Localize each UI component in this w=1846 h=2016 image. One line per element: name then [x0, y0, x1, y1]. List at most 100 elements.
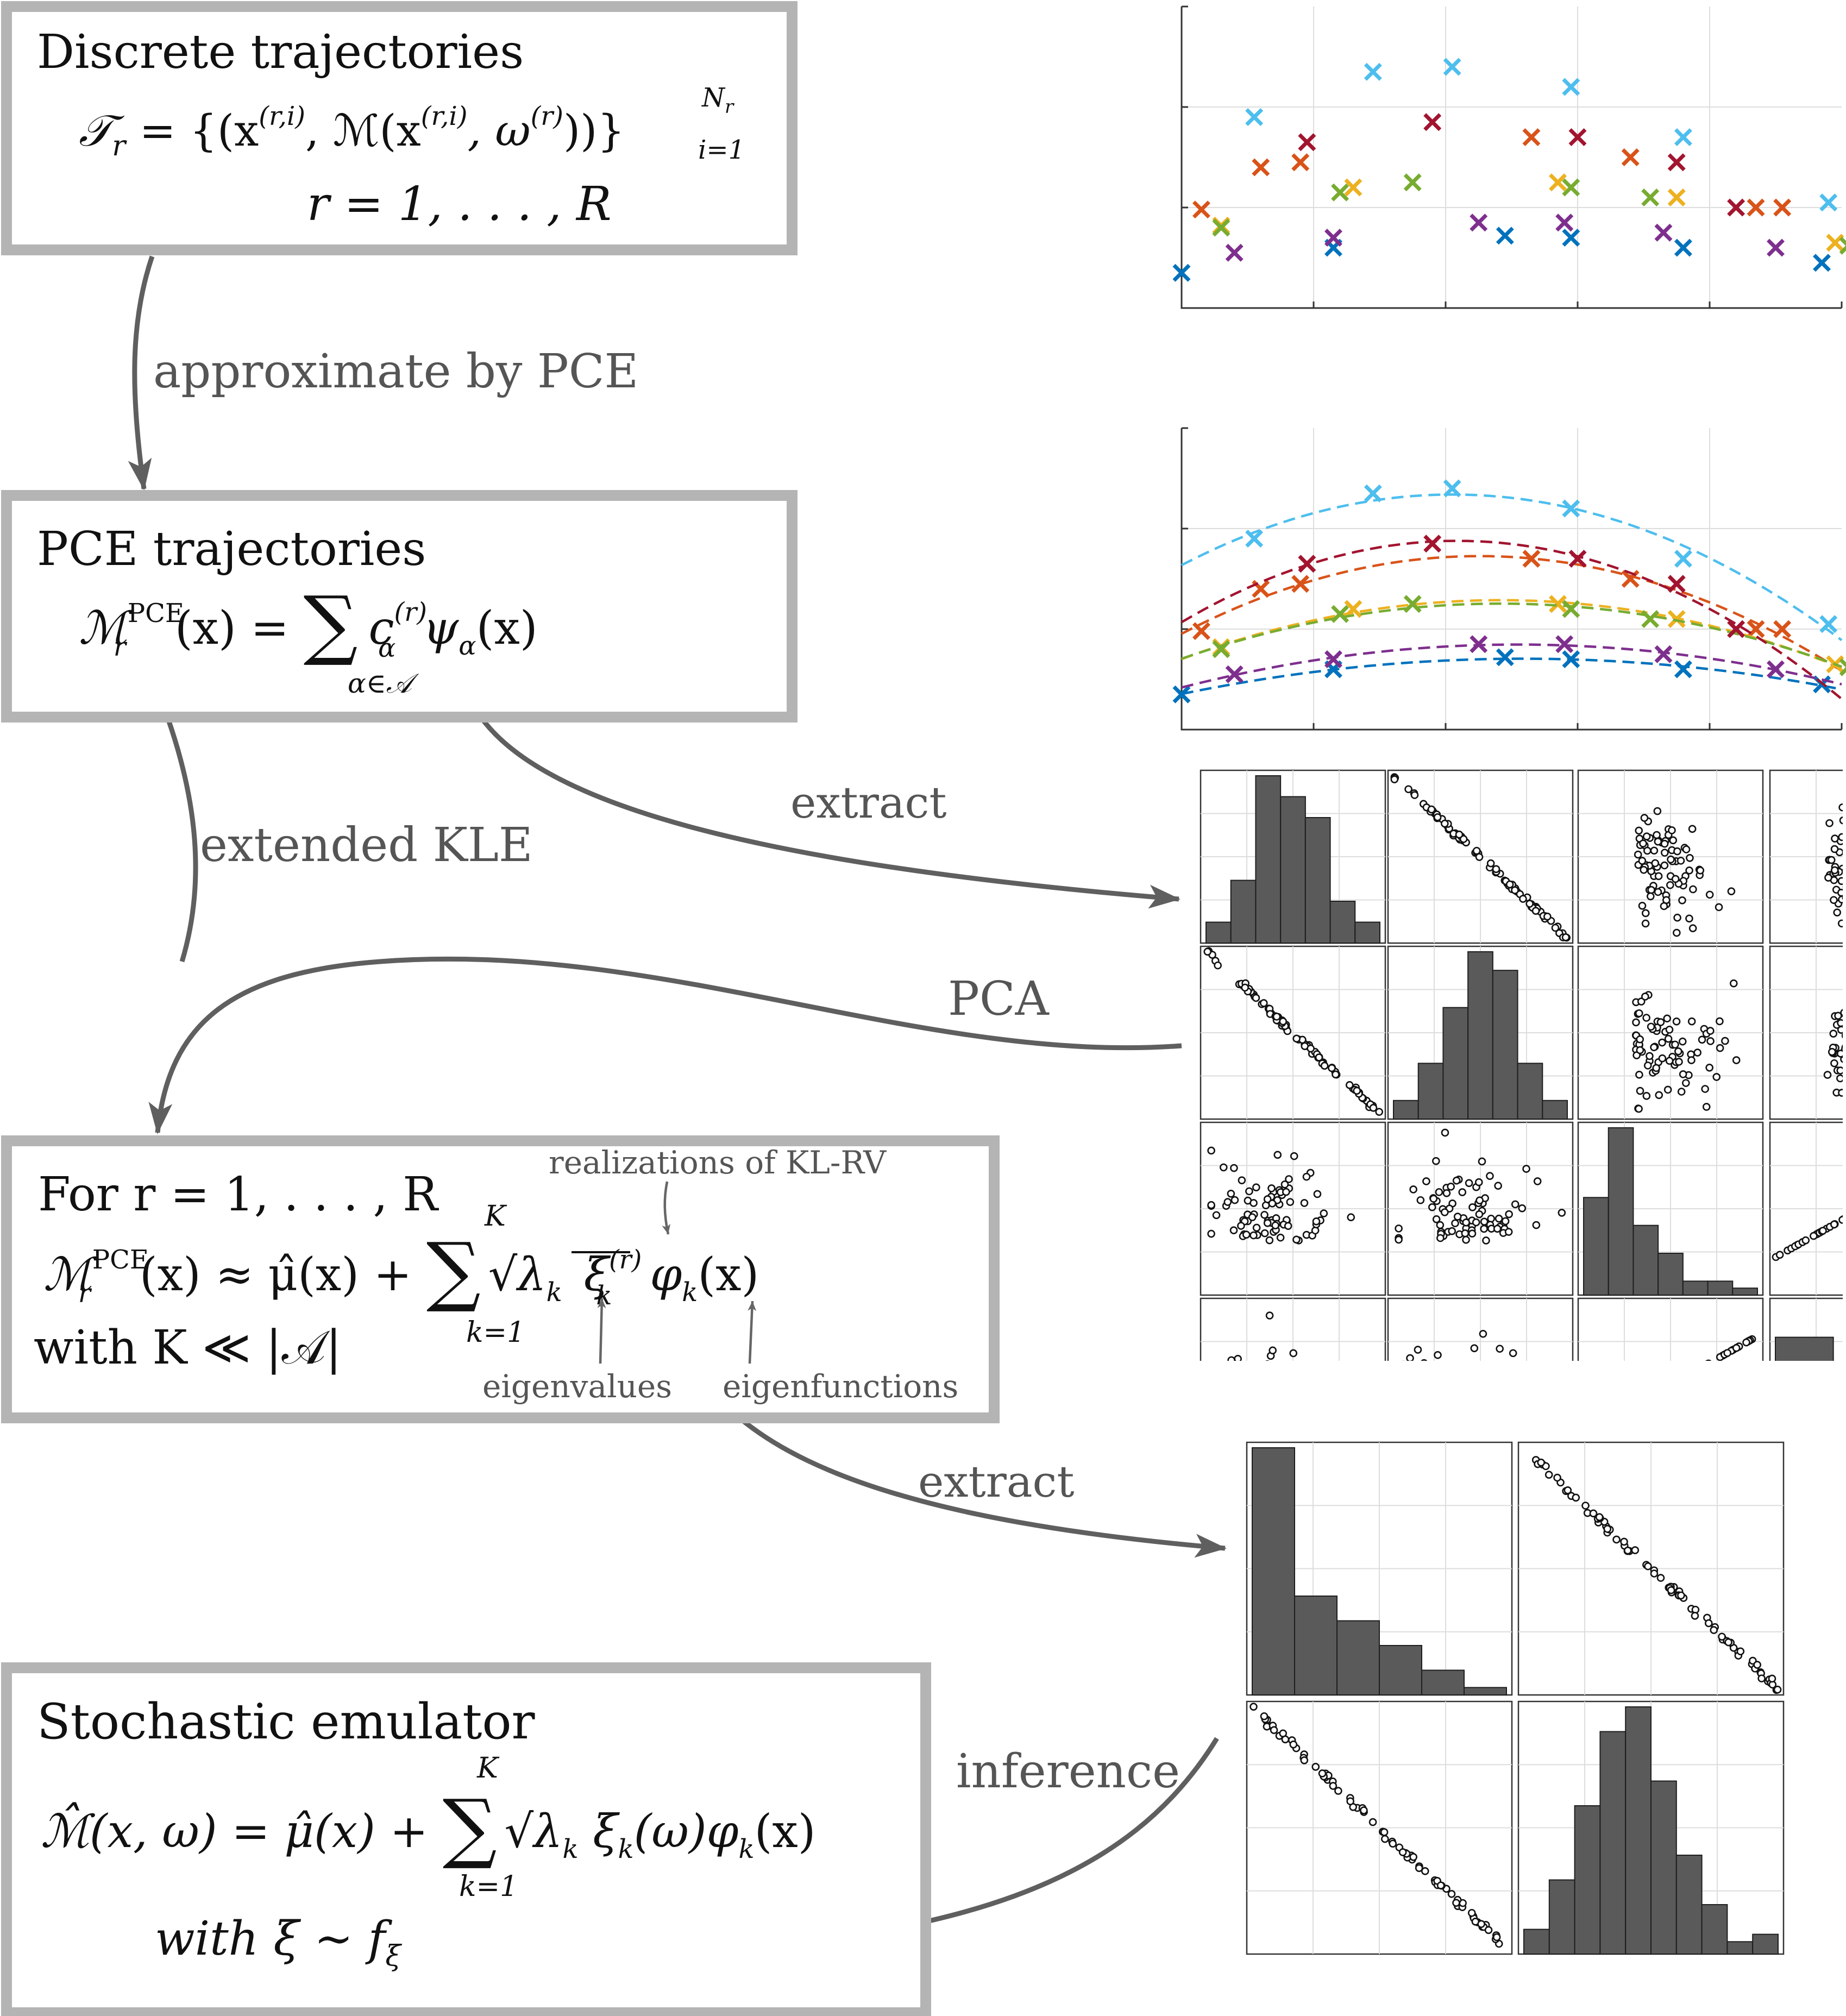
- data-point: [1727, 620, 1745, 638]
- scatter-point: [1328, 1064, 1336, 1072]
- data-point: [1331, 183, 1349, 202]
- scatter-point: [1486, 859, 1495, 868]
- discrete-set-equation: 𝒯r = {(x(r,i), ℳ(x(r,i), ω(r)))}: [79, 101, 625, 162]
- data-point: [1443, 479, 1461, 498]
- kle-equation: ℳPCE r (x) ≈ μ̂(x) + ∑ √λk ξ(r) k φk(x): [43, 1227, 759, 1315]
- scatter-point: [1638, 857, 1647, 865]
- panel-grid: [1770, 946, 1846, 1119]
- scatter-point: [1260, 1229, 1269, 1238]
- scatter-point: [1830, 1220, 1838, 1229]
- data-point: [1331, 605, 1349, 623]
- scatter-point: [1647, 885, 1655, 894]
- scatter-point: [1531, 907, 1540, 915]
- series-curve: [1181, 555, 1843, 672]
- scatter-point: [1300, 1756, 1309, 1764]
- scatter-point: [1434, 1351, 1442, 1359]
- scatter-point: [1652, 1064, 1661, 1072]
- panel-grid: [1201, 1122, 1385, 1295]
- scatter-panel: [1387, 769, 1574, 944]
- scatter-point: [1639, 839, 1647, 848]
- scatter-point: [1380, 1828, 1389, 1836]
- scatter-point: [1825, 819, 1834, 827]
- data-point: [1324, 229, 1342, 247]
- scatter-point: [1436, 1234, 1445, 1242]
- scatter-point: [1381, 1835, 1389, 1843]
- data-point: [1819, 615, 1838, 633]
- scatter-point: [1495, 1214, 1503, 1223]
- scatter-panel: [1387, 1121, 1574, 1296]
- histogram-bar: [1329, 901, 1356, 944]
- scatter-point: [1249, 1703, 1258, 1711]
- scatter-point: [1259, 999, 1268, 1007]
- scatter-point: [1441, 1208, 1449, 1216]
- histogram-bar: [1732, 1288, 1758, 1296]
- scatter-point: [1432, 1215, 1441, 1223]
- scatter-panel: [1769, 1121, 1846, 1296]
- box-kle: For r = 1, . . . , R ℳPCE r (x) ≈ μ̂(x) + …: [1, 1135, 1000, 1423]
- histogram-panel: [1246, 1441, 1513, 1696]
- data-point: [1674, 550, 1692, 568]
- scatter-point: [1229, 1226, 1238, 1234]
- scatter-point: [1640, 865, 1648, 874]
- scatter-point: [1828, 1048, 1836, 1056]
- scatter-point: [1260, 1712, 1269, 1720]
- emulator-title: Stochastic emulator: [37, 1693, 536, 1750]
- scatter-point: [1300, 1199, 1309, 1207]
- scatter-point: [1518, 1204, 1527, 1213]
- scatter-point: [1212, 1211, 1221, 1220]
- scatter-point: [1273, 1151, 1282, 1159]
- scatter-point: [1642, 1014, 1650, 1022]
- scatter-panel: [1200, 945, 1386, 1120]
- scatter-point: [1369, 1103, 1378, 1112]
- scatter-point: [1504, 1228, 1513, 1236]
- scatter-point: [1635, 826, 1643, 835]
- scatter-point: [1470, 1344, 1479, 1353]
- chart-discrete-trajectories: [1172, 5, 1846, 309]
- scatter-point: [1272, 1013, 1281, 1021]
- scatter-point: [1360, 1806, 1368, 1814]
- panel-grid: [1770, 770, 1846, 943]
- scatter-point: [1511, 1200, 1520, 1209]
- label-extract-2: extract: [918, 1456, 1075, 1507]
- scatter-point: [1665, 1026, 1674, 1034]
- data-point: [1674, 238, 1692, 257]
- scatter-point: [1830, 1059, 1838, 1067]
- scatter-panel: [1517, 1441, 1785, 1696]
- histogram-panel: [1387, 945, 1574, 1120]
- data-point: [1839, 658, 1846, 676]
- scatter-point: [1505, 1210, 1513, 1219]
- chart-klrv-scatter-matrix: [1246, 1441, 1785, 1955]
- scatter-point: [1706, 1027, 1715, 1035]
- histogram-bar: [1252, 1447, 1295, 1695]
- scatter-point: [1230, 1196, 1239, 1204]
- scatter-point: [1716, 1017, 1724, 1026]
- scatter-point: [1268, 1199, 1277, 1208]
- scatter-point: [1742, 1338, 1750, 1347]
- scatter-point: [1230, 1164, 1238, 1172]
- scatter-point: [1263, 1195, 1272, 1203]
- scatter-point: [1398, 1848, 1407, 1856]
- scatter-point: [1654, 837, 1662, 846]
- scatter-point: [1242, 1230, 1251, 1239]
- data-point: [1568, 550, 1587, 568]
- data-point: [1641, 189, 1660, 206]
- data-point: [1813, 254, 1831, 272]
- scatter-point: [1207, 1229, 1215, 1238]
- grid: [1182, 7, 1842, 308]
- data-point: [1470, 213, 1488, 232]
- histogram-bar: [1707, 1280, 1734, 1296]
- data-point: [1403, 173, 1422, 192]
- data-point: [1747, 198, 1765, 217]
- scatter-point: [1671, 875, 1680, 883]
- scatter-point: [1320, 1209, 1328, 1217]
- scatter-point: [1334, 1787, 1342, 1795]
- scatter-point: [1773, 1685, 1782, 1694]
- scatter-point: [1422, 1177, 1430, 1185]
- scatter-point: [1561, 933, 1570, 941]
- data-point: [1212, 640, 1230, 658]
- discrete-title: Discrete trajectories: [37, 25, 524, 79]
- scatter-point: [1519, 895, 1527, 903]
- scatter-point: [1672, 1018, 1681, 1026]
- histogram-bar: [1255, 775, 1282, 944]
